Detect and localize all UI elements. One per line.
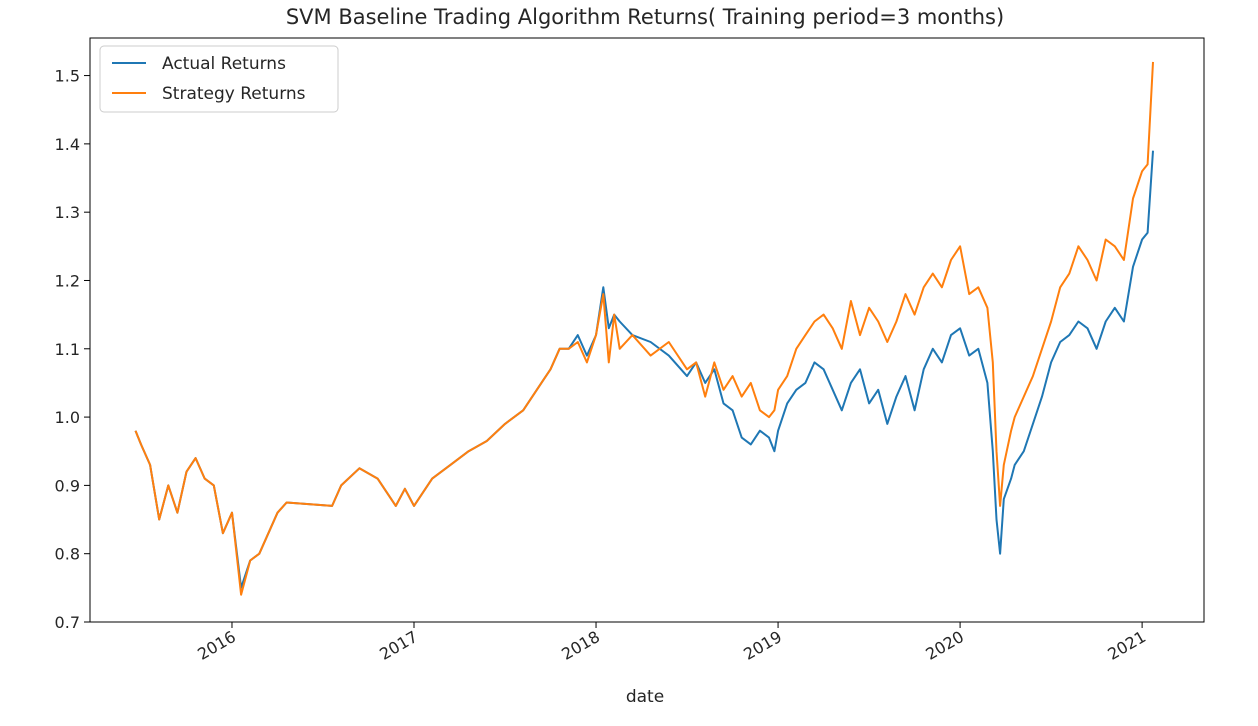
- legend-label: Strategy Returns: [162, 84, 306, 104]
- chart-title: SVM Baseline Trading Algorithm Returns( …: [286, 5, 1004, 29]
- x-tick-label: 2020: [922, 627, 967, 664]
- legend-label: Actual Returns: [162, 54, 286, 74]
- legend-box: [99, 45, 339, 113]
- plot-area: [89, 37, 1205, 623]
- x-tick-label: 2018: [558, 627, 603, 664]
- x-tick-label: 2021: [1104, 627, 1149, 664]
- y-tick-label: 1.2: [55, 271, 80, 290]
- x-tick-label: 2019: [740, 627, 785, 664]
- series-layer: [134, 61, 1154, 596]
- series-line-strategy-returns: [134, 61, 1154, 596]
- y-tick-label: 0.7: [55, 613, 80, 632]
- y-tick-label: 0.8: [55, 545, 80, 564]
- y-tick-label: 1.5: [55, 67, 80, 86]
- plot-frame: [89, 37, 1205, 623]
- x-tick-label: 2016: [194, 627, 239, 664]
- y-tick-label: 0.9: [55, 476, 80, 495]
- y-tick-label: 1.4: [55, 135, 80, 154]
- x-axis-label: date: [626, 687, 664, 707]
- x-axis: 2016 2017 2018 2019 2020 2021: [194, 622, 1149, 664]
- x-tick-label: 2017: [376, 627, 421, 664]
- legend: Actual Returns Strategy Returns: [99, 45, 339, 113]
- y-axis: 0.7 0.8 0.9 1.0 1.1 1.2 1.3 1.4 1.5: [55, 67, 90, 632]
- y-tick-label: 1.3: [55, 203, 80, 222]
- y-tick-label: 1.1: [55, 340, 80, 359]
- y-tick-label: 1.0: [55, 408, 80, 427]
